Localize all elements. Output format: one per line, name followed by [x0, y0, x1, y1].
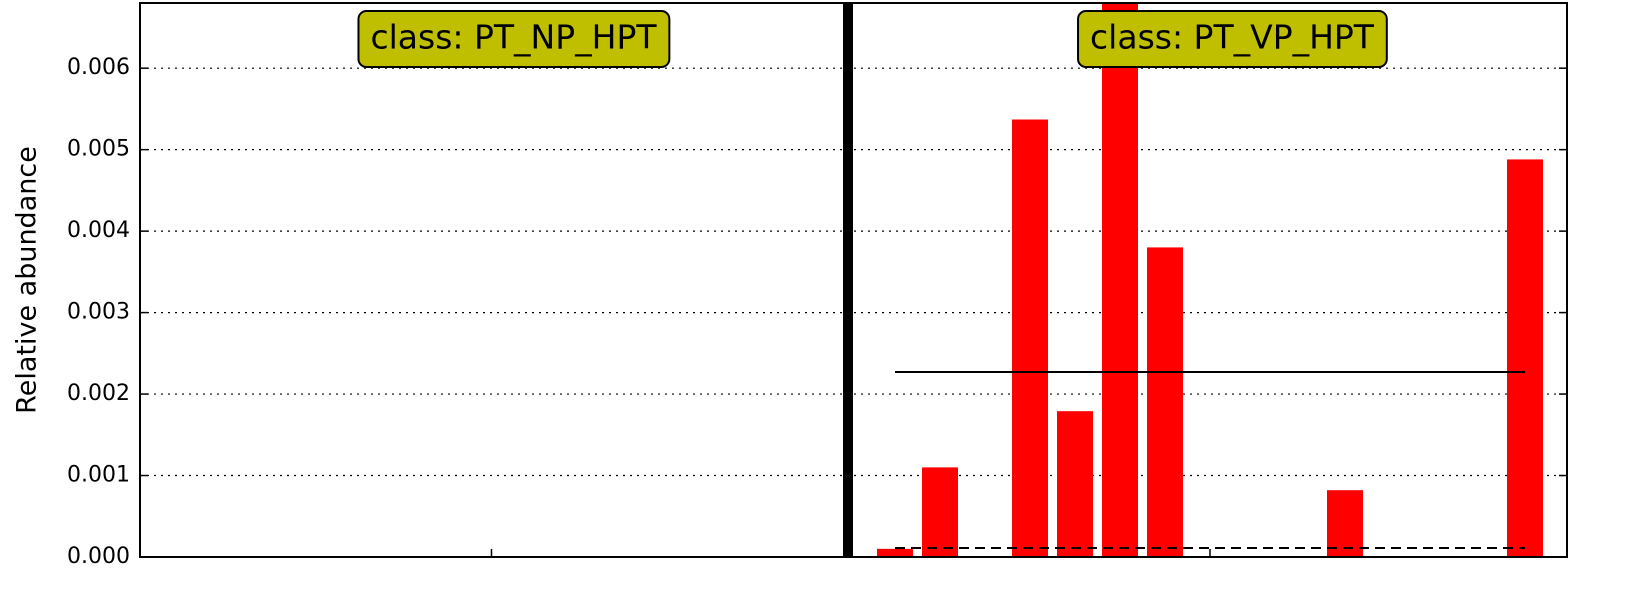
- bars: [176, 3, 1543, 557]
- bar: [1327, 490, 1363, 557]
- y-tick-label: 0.003: [67, 300, 130, 325]
- y-tick-label: 0.004: [67, 218, 130, 243]
- y-tick-label: 0.005: [67, 137, 130, 162]
- y-tick-label: 0.006: [67, 55, 130, 80]
- bar: [1012, 119, 1048, 557]
- y-axis-label: Relative abundance: [12, 146, 43, 414]
- bar: [1102, 3, 1138, 557]
- plot-frame: [139, 2, 1568, 558]
- y-tick-label: 0.002: [67, 381, 130, 406]
- panel-title-box: [357, 10, 671, 68]
- panel-title: class: PT_VP_HPT: [1090, 18, 1375, 57]
- bar: [1147, 247, 1183, 557]
- y-tick-label: 0.001: [67, 463, 130, 488]
- panel-title: class: PT_NP_HPT: [370, 18, 657, 57]
- bar: [1057, 411, 1093, 557]
- y-tick-label: 0.000: [67, 544, 130, 569]
- bar: [922, 467, 958, 557]
- panel-divider: [843, 3, 853, 557]
- bar: [877, 548, 913, 557]
- bar: [1507, 159, 1543, 557]
- panel-title-box: [1077, 10, 1388, 68]
